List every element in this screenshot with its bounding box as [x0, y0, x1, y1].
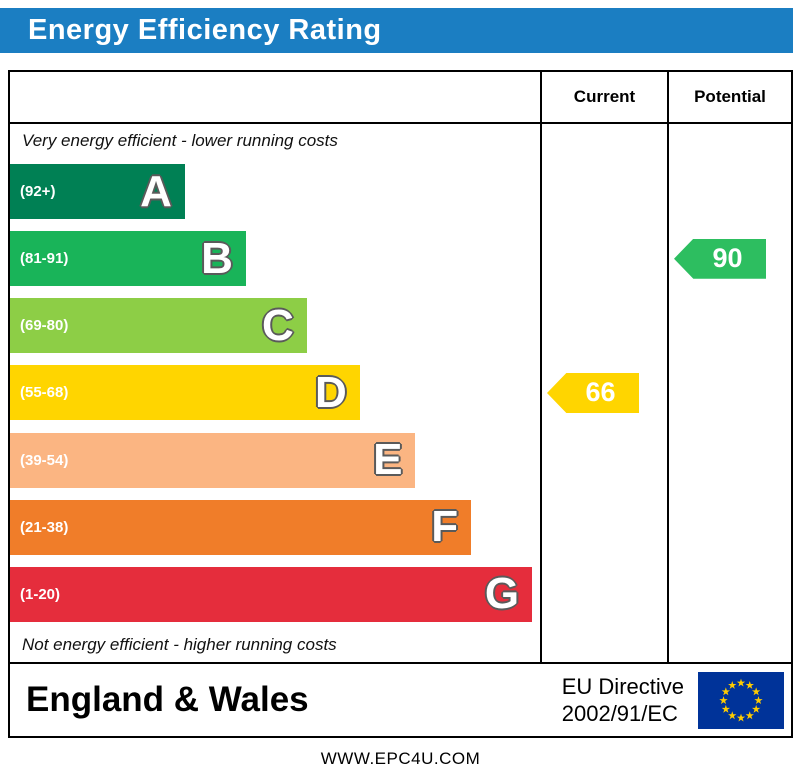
eu-star	[754, 695, 763, 704]
current-row-a	[542, 158, 667, 225]
band-row-g: (1-20) G	[10, 561, 540, 628]
band-letter-label: A	[140, 166, 172, 216]
current-row-f	[542, 494, 667, 561]
eu-star	[728, 680, 737, 689]
eu-star	[736, 678, 746, 687]
band-bar-a: (92+) A	[10, 164, 185, 220]
bottom-note: Not energy efficient - higher running co…	[22, 635, 337, 654]
potential-row-e	[669, 427, 791, 494]
current-row-g	[542, 561, 667, 628]
website-label: WWW.EPC4U.COM	[320, 749, 481, 768]
current-row-b	[542, 225, 667, 292]
eu-flag	[698, 671, 784, 729]
page-title: Energy Efficiency Rating	[0, 8, 793, 53]
potential-column-header: Potential	[667, 72, 791, 122]
band-range-label: (21-38)	[20, 518, 69, 536]
band-bar-f: (21-38) F	[10, 499, 472, 555]
band-range-label: (39-54)	[20, 451, 69, 469]
eu-star	[745, 710, 754, 719]
potential-row-f	[669, 494, 791, 561]
potential-col-rows: 90	[667, 124, 791, 662]
eu-directive-line1: EU Directive	[561, 673, 684, 699]
eu-star	[719, 695, 728, 704]
column-headers: Current Potential	[10, 72, 791, 124]
band-range-label: (92+)	[20, 183, 56, 201]
potential-row-d	[669, 359, 791, 426]
band-row-c: (69-80) C	[10, 292, 540, 359]
eu-directive-line2: 2002/91/EC	[561, 701, 678, 726]
band-letter-label: E	[373, 435, 403, 485]
potential-row-c	[669, 292, 791, 359]
potential-row-b: 90	[669, 225, 791, 292]
current-row-c	[542, 292, 667, 359]
band-bar-b: (81-91) B	[10, 231, 246, 287]
band-letter-label: F	[431, 502, 459, 552]
band-row-d: (55-68) D	[10, 359, 540, 426]
rating-chart: Current Potential Very energy efficient …	[8, 70, 793, 664]
band-row-e: (39-54) E	[10, 427, 540, 494]
band-bar-c: (69-80) C	[10, 298, 307, 354]
band-row-b: (81-91) B	[10, 225, 540, 292]
band-bar-g: (1-20) G	[10, 566, 533, 622]
eu-flag-stars	[719, 678, 763, 722]
band-letter-label: D	[315, 367, 347, 417]
band-range-label: (69-80)	[20, 317, 69, 335]
eu-star	[751, 704, 761, 713]
eu-directive-label: EU Directive 2002/91/EC	[562, 673, 684, 728]
region-label: England & Wales	[26, 680, 309, 719]
current-col-rows: 66	[540, 124, 667, 662]
potential-row-g	[669, 561, 791, 628]
band-range-label: (55-68)	[20, 384, 69, 402]
header-spacer	[10, 72, 540, 122]
band-letter-label: C	[262, 300, 294, 350]
bands-column: Very energy efficient - lower running co…	[10, 124, 540, 662]
eu-star	[728, 710, 737, 719]
eu-star	[751, 686, 761, 695]
eu-star	[745, 680, 754, 689]
band-range-label: (81-91)	[20, 250, 69, 268]
current-row-d: 66	[542, 359, 667, 426]
current-column-header: Current	[540, 72, 667, 122]
chart-body: Very energy efficient - lower running co…	[10, 124, 791, 662]
eu-star	[721, 704, 731, 713]
current-row-e	[542, 427, 667, 494]
potential-rating-pointer: 90	[674, 238, 766, 279]
potential-row-a	[669, 158, 791, 225]
band-letter-label: G	[484, 569, 520, 619]
footer: England & Wales EU Directive 2002/91/EC	[8, 664, 793, 738]
band-rows: (92+) A (81-91) B (69-80) C (55-68) D (39-54) E (2…	[10, 158, 540, 628]
band-bar-e: (39-54) E	[10, 432, 416, 488]
band-range-label: (1-20)	[20, 585, 61, 603]
current-rating-pointer: 66	[547, 372, 639, 413]
eu-star	[736, 713, 746, 722]
band-row-f: (21-38) F	[10, 494, 540, 561]
eu-star	[721, 686, 731, 695]
band-row-a: (92+) A	[10, 158, 540, 225]
band-bar-d: (55-68) D	[10, 365, 360, 421]
top-note: Very energy efficient - lower running co…	[22, 131, 338, 150]
band-letter-label: B	[201, 233, 233, 283]
